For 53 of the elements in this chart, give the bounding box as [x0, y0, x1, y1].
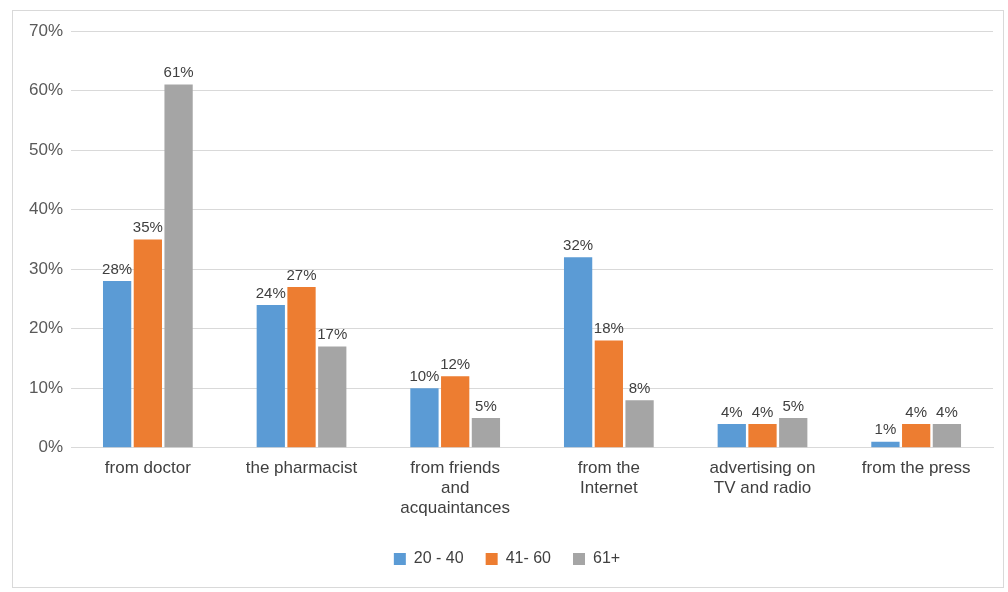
data-label: 5%: [782, 396, 805, 414]
x-tick-label: the pharmacist: [245, 457, 358, 477]
bar: [748, 423, 777, 448]
legend-label: 61+: [593, 549, 621, 567]
y-tick-label: 40%: [28, 199, 64, 219]
data-label: 28%: [102, 259, 133, 277]
data-label: 32%: [563, 235, 594, 253]
data-label: 1%: [874, 420, 897, 438]
y-tick-label: 20%: [28, 318, 64, 338]
data-label: 17%: [317, 325, 348, 343]
y-tick-label: 10%: [28, 377, 64, 397]
x-tick-label: from friends and acquaintances: [400, 457, 510, 518]
legend-label: 41- 60: [505, 549, 552, 567]
bar: [932, 423, 962, 448]
bar: [318, 346, 347, 448]
bar: [164, 84, 193, 448]
y-tick-label: 50%: [28, 139, 64, 159]
bar: [779, 418, 808, 448]
bar: [441, 376, 470, 448]
data-label: 8%: [628, 378, 651, 396]
data-label: 27%: [286, 265, 317, 283]
bar: [717, 423, 746, 448]
legend-label: 20 - 40: [413, 549, 464, 567]
x-tick-label: advertising on TV and radio: [709, 457, 816, 498]
x-tick-label: from the Internet: [577, 457, 641, 498]
bar: [871, 441, 900, 448]
data-label: 12%: [440, 354, 471, 372]
y-tick-label: 30%: [28, 258, 64, 278]
bar: [594, 340, 623, 448]
bar: [625, 400, 654, 448]
data-label: 24%: [255, 283, 286, 301]
data-label: 4%: [751, 402, 774, 420]
data-label: 10%: [409, 366, 440, 384]
data-label: 35%: [132, 218, 163, 236]
bar: [563, 257, 593, 448]
y-tick-label: 70%: [28, 20, 64, 40]
bar: [102, 281, 132, 448]
x-tick-label: from the press: [861, 457, 971, 477]
data-label: 4%: [720, 402, 743, 420]
bar: [256, 304, 285, 448]
bar: [902, 423, 931, 448]
y-tick-label: 0%: [38, 437, 64, 457]
bar: [287, 287, 316, 448]
bar: [133, 239, 162, 448]
data-label: 18%: [593, 319, 624, 337]
data-label: 5%: [475, 396, 497, 414]
data-label: 61%: [163, 63, 194, 81]
y-tick-label: 60%: [28, 80, 64, 100]
bar: [471, 418, 501, 448]
bar: [410, 388, 439, 448]
data-label: 4%: [905, 402, 928, 420]
data-label: 4%: [936, 402, 958, 420]
x-tick-label: from doctor: [104, 457, 192, 477]
